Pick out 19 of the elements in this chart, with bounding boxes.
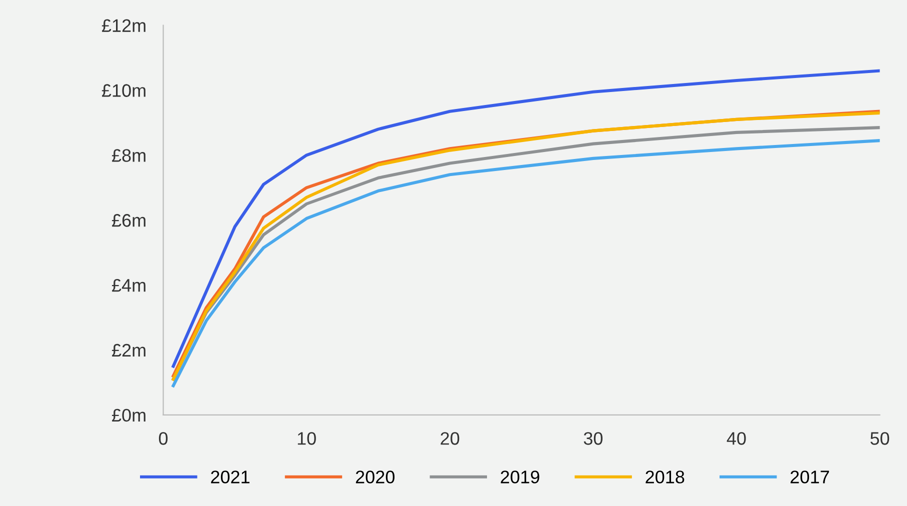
y-tick-label: £12m [102, 19, 146, 32]
y-tick-label: £6m [112, 214, 146, 227]
legend-label: 2017 [790, 470, 829, 484]
y-tick-label: £8m [112, 149, 146, 162]
y-tick-label: £2m [112, 344, 146, 357]
legend-label: 2020 [356, 470, 394, 484]
y-tick-label: £10m [102, 84, 146, 97]
legend-label: 2021 [211, 470, 250, 484]
legend-label: 2018 [646, 470, 684, 484]
x-tick-label: 10 [298, 432, 316, 445]
x-tick-label: 0 [158, 432, 168, 445]
legend-label: 2019 [500, 470, 540, 484]
y-tick-label: £4m [112, 278, 146, 292]
line-series [172, 69, 880, 368]
x-tick-label: 50 [870, 432, 890, 445]
y-tick-label: £0m [112, 408, 146, 422]
x-tick-label: 40 [726, 432, 746, 445]
x-tick-label: 20 [440, 432, 460, 445]
x-tick-label: 30 [584, 432, 603, 445]
